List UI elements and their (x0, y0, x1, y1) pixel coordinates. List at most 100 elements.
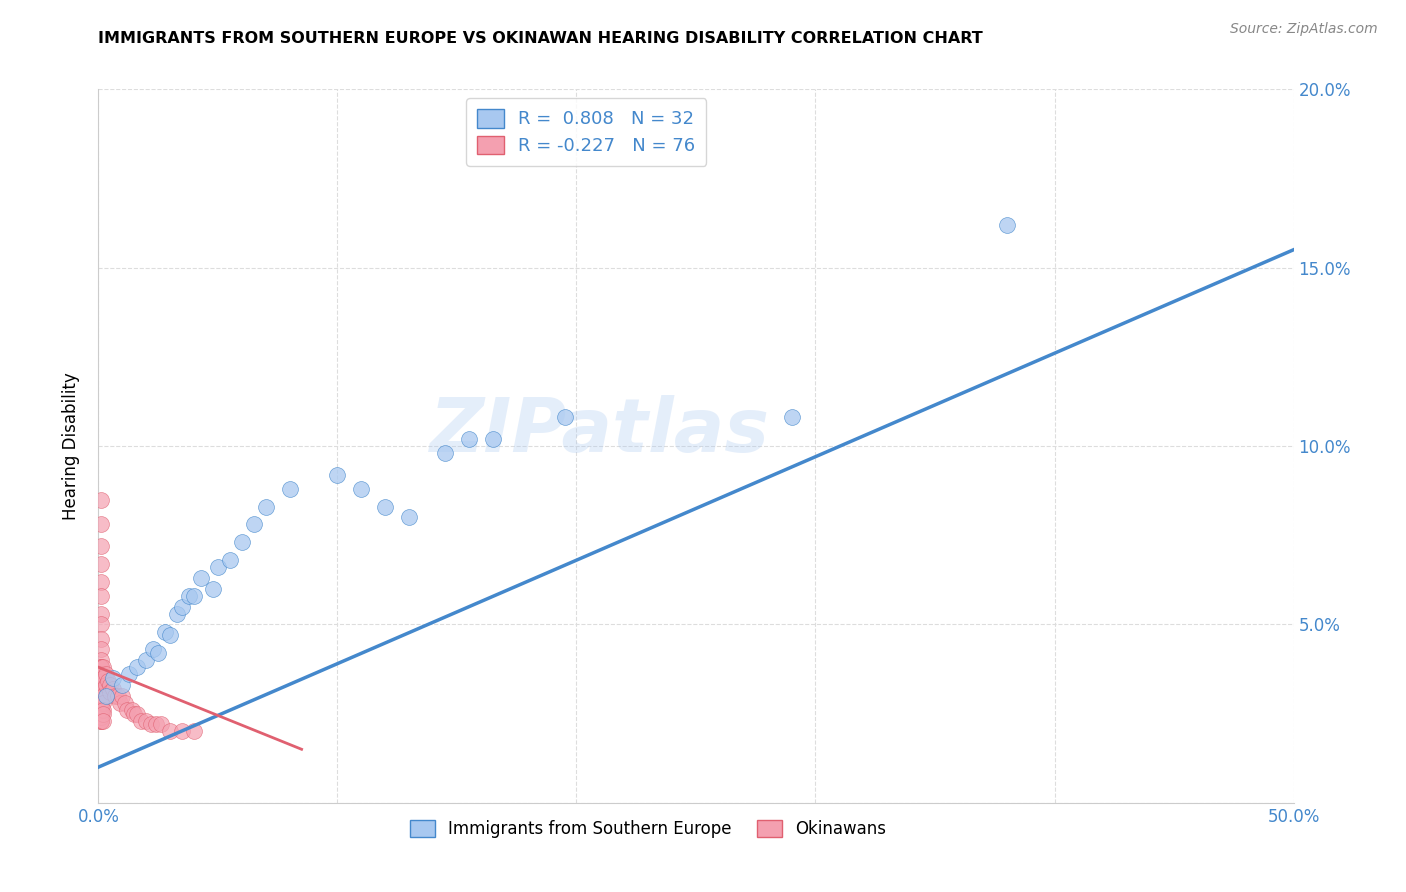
Point (90, 517, 112, 532)
Point (179, 589, 201, 603)
Point (183, 589, 205, 603)
Text: ZIPatlas: ZIPatlas (430, 395, 770, 468)
Point (90, 696, 112, 710)
Point (90, 674, 112, 689)
Point (111, 689, 134, 703)
Point (231, 535, 253, 549)
Point (90, 689, 112, 703)
Point (90, 678, 112, 692)
Point (114, 696, 136, 710)
Point (90, 574, 112, 589)
Point (190, 571, 212, 585)
Point (90, 617, 112, 632)
Point (90, 589, 112, 603)
Point (90, 696, 112, 710)
Point (90, 492, 112, 507)
Point (101, 681, 124, 696)
Point (135, 714, 157, 728)
Point (90, 706, 112, 721)
Point (91, 660, 114, 674)
Point (90, 710, 112, 724)
Point (350, 482, 373, 496)
Point (107, 689, 129, 703)
Point (90, 710, 112, 724)
Point (434, 446, 457, 460)
Point (90, 674, 112, 689)
Point (90, 681, 112, 696)
Point (90, 681, 112, 696)
Point (91, 671, 114, 685)
Point (90, 674, 112, 689)
Point (91, 706, 114, 721)
Point (90, 660, 112, 674)
Point (90, 557, 112, 571)
Point (90, 689, 112, 703)
Point (104, 689, 127, 703)
Point (91, 703, 114, 717)
Point (219, 553, 242, 567)
Point (97, 674, 120, 689)
Point (90, 714, 112, 728)
Point (90, 703, 112, 717)
Point (90, 699, 112, 714)
Point (90, 607, 112, 621)
Point (90, 703, 112, 717)
Point (159, 724, 181, 739)
Point (202, 582, 225, 596)
Point (90, 667, 112, 681)
Point (111, 678, 134, 692)
Point (166, 607, 188, 621)
Point (91, 696, 114, 710)
Point (554, 410, 576, 425)
Point (118, 667, 141, 681)
Point (155, 624, 177, 639)
Point (90, 696, 112, 710)
Point (125, 660, 148, 674)
Point (108, 696, 131, 710)
Point (183, 724, 205, 739)
Point (172, 724, 194, 739)
Point (90, 703, 112, 717)
Point (91, 681, 114, 696)
Point (278, 482, 301, 496)
Point (94, 689, 117, 703)
Legend: Immigrants from Southern Europe, Okinawans: Immigrants from Southern Europe, Okinawa… (404, 813, 893, 845)
Point (90, 642, 112, 657)
Text: IMMIGRANTS FROM SOUTHERN EUROPE VS OKINAWAN HEARING DISABILITY CORRELATION CHART: IMMIGRANTS FROM SOUTHERN EUROPE VS OKINA… (98, 31, 983, 46)
Point (90, 706, 112, 721)
Point (131, 714, 153, 728)
Point (124, 706, 146, 721)
Point (91, 689, 114, 703)
Point (90, 689, 112, 703)
Point (172, 599, 194, 614)
Point (121, 703, 143, 717)
Text: Source: ZipAtlas.com: Source: ZipAtlas.com (1230, 22, 1378, 37)
Point (139, 717, 162, 731)
Point (149, 717, 172, 731)
Point (90, 660, 112, 674)
Point (101, 671, 124, 685)
Point (90, 667, 112, 681)
Point (398, 510, 420, 524)
Point (243, 517, 266, 532)
Point (115, 703, 138, 717)
Point (90, 632, 112, 646)
Point (374, 500, 396, 514)
Point (90, 714, 112, 728)
Point (135, 653, 157, 667)
Point (98, 678, 122, 692)
Point (481, 432, 505, 446)
Point (326, 467, 349, 482)
Point (125, 706, 148, 721)
Point (90, 714, 112, 728)
Point (142, 642, 165, 657)
Point (98, 685, 122, 699)
Point (254, 500, 277, 514)
Point (159, 628, 181, 642)
Point (90, 660, 112, 674)
Point (90, 692, 112, 706)
Point (148, 646, 170, 660)
Point (90, 710, 112, 724)
Point (145, 717, 167, 731)
Point (94, 678, 117, 692)
